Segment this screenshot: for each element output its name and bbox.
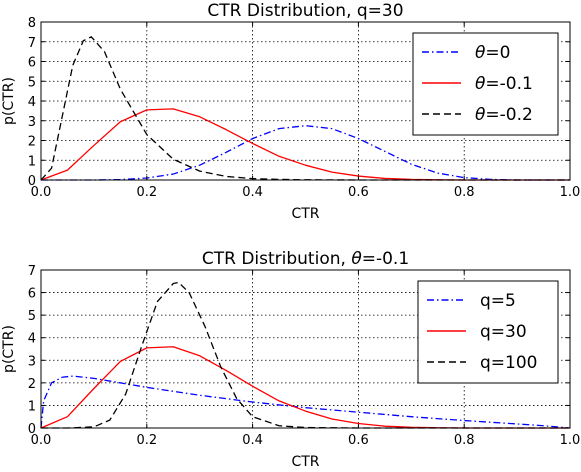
legend-label: q=5 xyxy=(480,291,516,311)
axes-frame xyxy=(40,269,571,429)
y-tick-label: 8 xyxy=(28,16,36,31)
x-tick-label: 1.0 xyxy=(560,185,581,200)
text-part-suffix: q=100 xyxy=(480,353,537,373)
y-tick-label: 3 xyxy=(28,115,36,130)
legend: θ=0θ=-0.1θ=-0.2 xyxy=(412,32,559,136)
series-line-1 xyxy=(40,375,571,429)
text-part-suffix: =0 xyxy=(485,43,510,63)
y-tick-label: 4 xyxy=(28,95,36,110)
y-tick-label: 3 xyxy=(28,354,36,369)
y-tick-label: 2 xyxy=(28,135,36,150)
legend-label: θ=0 xyxy=(475,43,510,63)
y-tick-label: 7 xyxy=(28,36,36,51)
y-tick-label: 4 xyxy=(28,332,36,347)
x-tick-label: 0.6 xyxy=(348,433,369,448)
text-part-suffix: q=30 xyxy=(480,322,527,342)
x-tick-label: 0.2 xyxy=(136,185,157,200)
y-tick-label: 5 xyxy=(28,75,36,90)
text-part-prefix: CTR Distribution, xyxy=(202,249,351,269)
text-part-suffix: =-0.1 xyxy=(485,74,532,94)
series-line-3 xyxy=(41,281,570,429)
legend-label: θ=-0.2 xyxy=(475,105,533,125)
series-line-3 xyxy=(40,36,570,181)
x-axis-label: CTR xyxy=(291,454,319,470)
x-tick-label: 0.8 xyxy=(454,185,475,200)
text-part-symbol: θ xyxy=(351,249,362,269)
ticks: 0.0 0.2 0.4 0.6 0.8 1.0 0 1 2 3 4 5 6 7 xyxy=(28,264,581,448)
y-tick-label: 5 xyxy=(28,309,36,324)
y-tick-label: 1 xyxy=(28,154,36,169)
text-part-suffix: q=5 xyxy=(480,291,516,311)
x-tick-label: 0.4 xyxy=(242,433,263,448)
y-tick-label: 6 xyxy=(28,56,36,71)
x-tick-label: 0.2 xyxy=(136,433,157,448)
ticks: 0.0 0.2 0.4 0.6 0.8 1.0 0 1 2 3 4 5 6 7 8 xyxy=(28,16,581,200)
x-axis-label: CTR xyxy=(291,206,319,222)
x-tick-label: 0.0 xyxy=(31,433,52,448)
text-part-prefix: CTR Distribution, xyxy=(207,1,356,21)
legend-box xyxy=(412,32,559,136)
x-tick-label: 0.6 xyxy=(348,185,369,200)
chart-title: CTR Distribution, q=30 xyxy=(207,1,403,21)
y-tick-label: 1 xyxy=(28,399,36,414)
text-part-suffix: =-0.1 xyxy=(362,249,409,269)
y-tick-label: 2 xyxy=(28,377,36,392)
text-part-suffix: =-0.2 xyxy=(485,105,532,125)
x-tick-label: 0.8 xyxy=(454,433,475,448)
chart-2: 0.0 0.2 0.4 0.6 0.8 1.0 0 1 2 3 4 5 6 7 CTR p(CTR) CTR D… xyxy=(1,249,580,470)
legend-label: q=30 xyxy=(480,322,527,342)
chart-title: CTR Distribution, θ=-0.1 xyxy=(202,249,409,269)
x-tick-label: 0.0 xyxy=(31,185,52,200)
y-axis-label: p(CTR) xyxy=(1,325,17,373)
legend: q=5 q=30 q=100 xyxy=(417,280,559,384)
text-part-symbol: θ xyxy=(475,43,486,63)
legend-box xyxy=(417,280,559,384)
text-part-suffix: q=30 xyxy=(357,1,404,21)
legend-label: θ=-0.1 xyxy=(475,74,533,94)
y-tick-label: 6 xyxy=(28,287,36,302)
text-part-symbol: θ xyxy=(475,74,486,94)
grid xyxy=(41,22,570,180)
legend-label: q=100 xyxy=(480,353,537,373)
chart-1: 0.0 0.2 0.4 0.6 0.8 1.0 0 1 2 3 4 5 6 7 8 CTR p(CTR) CTR … xyxy=(1,1,580,222)
y-axis-label: p(CTR) xyxy=(1,77,17,125)
text-part-symbol: θ xyxy=(475,105,486,125)
y-tick-label: 7 xyxy=(28,264,36,279)
x-tick-label: 0.4 xyxy=(242,185,263,200)
y-tick-label: 0 xyxy=(28,422,36,437)
series-line-1 xyxy=(41,125,570,181)
y-tick-label: 0 xyxy=(28,174,36,189)
x-tick-label: 1.0 xyxy=(560,433,581,448)
